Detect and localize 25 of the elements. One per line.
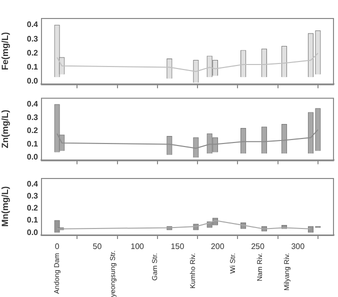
y-axis-title: Fe(mg/L): [0, 32, 10, 70]
y-tick-label: 0.1: [26, 216, 39, 225]
y-tick-label: 0.1: [26, 139, 39, 148]
y-tick-label: 0.3: [26, 34, 39, 44]
y-tick-label: 0.2: [26, 126, 39, 136]
x-tick-label: 150: [170, 242, 185, 252]
y-tick-label: 0.2: [26, 204, 39, 213]
y-tick-label: 0.1: [26, 62, 39, 72]
y-tick-label: 0.3: [26, 112, 39, 122]
y-tick-label: 0.2: [26, 48, 39, 58]
y-tick-label: 0.0: [26, 152, 39, 162]
x-tick-label: 300: [291, 242, 306, 252]
y-tick-label: 0.3: [26, 191, 39, 200]
x-tick-label: 0: [54, 242, 60, 252]
y-tick-label: 0.0: [26, 76, 39, 86]
x-tick-label: 250: [251, 242, 265, 252]
y-axis-title: Mn(mg/L): [0, 186, 10, 227]
y-tick-label: 0.4: [26, 179, 39, 188]
x-tick-label: 100: [130, 242, 145, 252]
y-tick-label: 0.4: [26, 20, 39, 30]
x-tick-label: 200: [210, 242, 225, 252]
y-tick-label: 0.4: [26, 100, 39, 109]
x-tick-label: 50: [92, 242, 102, 252]
y-tick-label: 0.0: [26, 228, 39, 237]
y-axis-title: Zn(mg/L): [0, 110, 10, 148]
